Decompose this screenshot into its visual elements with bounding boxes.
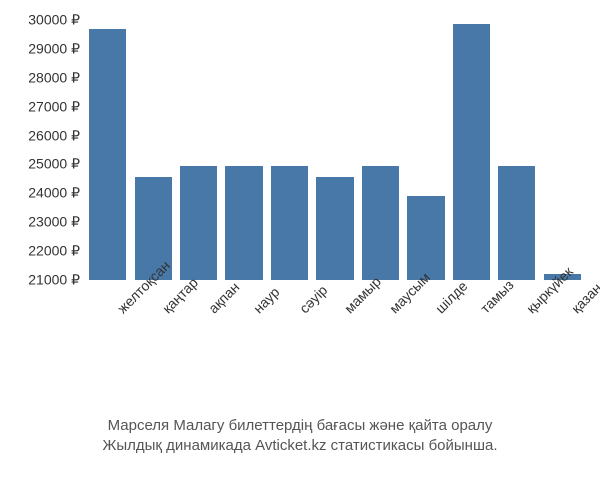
- x-tick-label: тамыз: [477, 305, 488, 316]
- x-tick-label: қазан: [568, 305, 579, 316]
- y-tick-label: 25000 ₽: [0, 156, 80, 173]
- x-tick-label: сәуір: [296, 305, 307, 316]
- bar: [316, 177, 353, 280]
- y-tick-label: 29000 ₽: [0, 40, 80, 57]
- x-tick-label: қыркүйек: [523, 305, 534, 316]
- bar: [453, 24, 490, 280]
- bar: [498, 166, 535, 280]
- x-tick-label: наур: [250, 305, 261, 316]
- y-tick-label: 24000 ₽: [0, 185, 80, 202]
- y-tick-label: 22000 ₽: [0, 243, 80, 260]
- bar: [407, 196, 444, 280]
- caption-line-1: Марселя Малагу билеттердің бағасы және қ…: [0, 416, 600, 436]
- y-tick-label: 21000 ₽: [0, 272, 80, 289]
- y-tick-label: 28000 ₽: [0, 69, 80, 86]
- y-tick-label: 26000 ₽: [0, 127, 80, 144]
- caption-line-2: Жылдық динамикада Avticket.kz статистика…: [0, 436, 600, 456]
- y-tick-label: 27000 ₽: [0, 98, 80, 115]
- bar: [180, 166, 217, 280]
- x-tick-label: маусым: [386, 305, 397, 316]
- y-tick-label: 30000 ₽: [0, 12, 80, 29]
- bar: [362, 166, 399, 280]
- plot-area: [85, 20, 585, 280]
- bar: [225, 166, 262, 280]
- bar: [271, 166, 308, 280]
- x-tick-label: шілде: [432, 305, 443, 316]
- x-tick-label: мамыр: [341, 305, 352, 316]
- bar: [89, 29, 126, 280]
- y-tick-label: 23000 ₽: [0, 214, 80, 231]
- chart-caption: Марселя Малагу билеттердің бағасы және қ…: [0, 416, 600, 455]
- x-tick-label: қаңтар: [159, 305, 170, 316]
- bar-chart: 21000 ₽ 22000 ₽ 23000 ₽ 24000 ₽ 25000 ₽ 26000…: [0, 20, 600, 380]
- x-tick-label: ақпан: [205, 305, 216, 316]
- x-tick-label: желтоқсан: [114, 305, 125, 316]
